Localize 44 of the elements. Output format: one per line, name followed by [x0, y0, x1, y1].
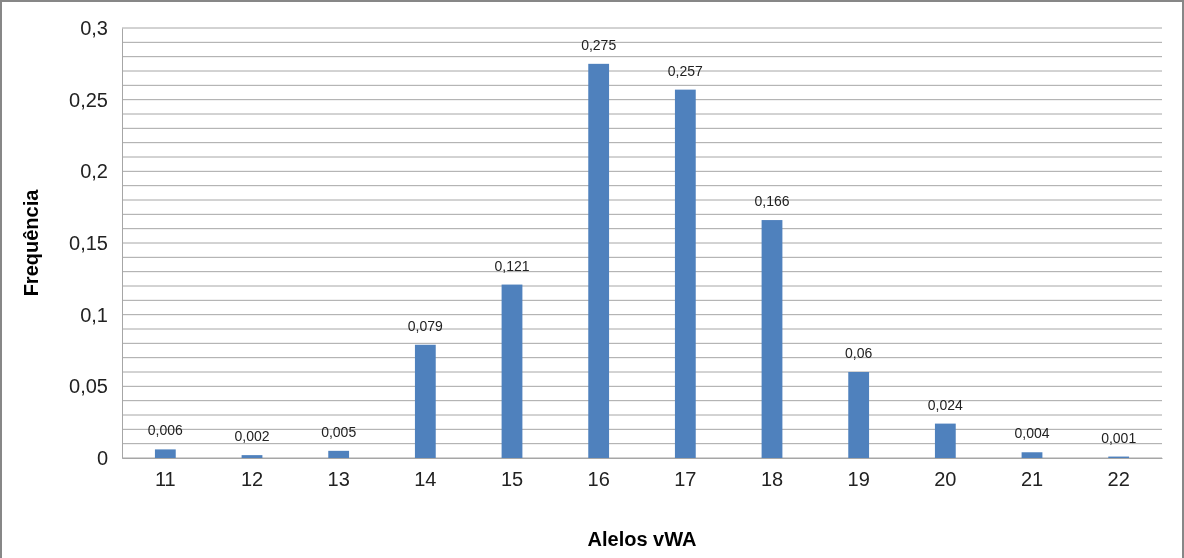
x-tick-label: 11	[154, 468, 176, 491]
x-tick-label: 21	[1020, 468, 1044, 491]
bar	[414, 344, 436, 458]
bar	[241, 455, 263, 458]
x-tick-label: 12	[240, 468, 264, 491]
bar	[588, 63, 610, 458]
x-tick-label: 13	[327, 468, 350, 491]
x-tick-label: 14	[414, 468, 437, 491]
y-tick-label: 0,05	[69, 375, 108, 398]
data-label: 0,079	[407, 317, 444, 334]
data-label: 0,257	[667, 62, 704, 79]
data-label: 0,004	[1014, 425, 1050, 442]
data-label: 0,121	[494, 257, 530, 274]
data-label: 0,024	[927, 396, 964, 413]
x-tick-label: 20	[934, 468, 957, 491]
data-label: 0,001	[1101, 429, 1137, 446]
bar	[501, 284, 523, 458]
y-tick-label: 0	[96, 446, 108, 469]
data-label: 0,006	[147, 422, 184, 439]
bar	[934, 423, 956, 458]
x-tick-label: 16	[587, 468, 610, 491]
y-tick-label: 0,3	[80, 16, 108, 39]
bar	[674, 89, 696, 458]
y-tick-label: 0,15	[69, 231, 108, 254]
data-label: 0,06	[845, 345, 873, 361]
x-tick-label: 17	[674, 468, 697, 491]
y-tick-label: 0,2	[80, 160, 108, 183]
y-axis-title: Frequência	[20, 188, 42, 297]
x-axis-title: Alelos vWA	[587, 528, 697, 550]
bar	[848, 372, 870, 458]
data-label: 0,275	[581, 36, 617, 53]
data-label: 0,005	[321, 423, 357, 440]
bar	[154, 449, 176, 458]
bar	[328, 450, 350, 458]
data-label: 0,002	[234, 428, 270, 445]
x-tick-label: 18	[760, 468, 784, 491]
x-tick-label: 22	[1107, 468, 1130, 491]
y-tick-label: 0,1	[80, 303, 108, 326]
y-tick-label: 0,25	[69, 88, 108, 111]
x-tick-label: 15	[500, 468, 524, 491]
bar	[1021, 452, 1043, 458]
data-label: 0,166	[754, 193, 790, 210]
x-tick-label: 19	[847, 468, 870, 491]
bar	[761, 220, 783, 458]
